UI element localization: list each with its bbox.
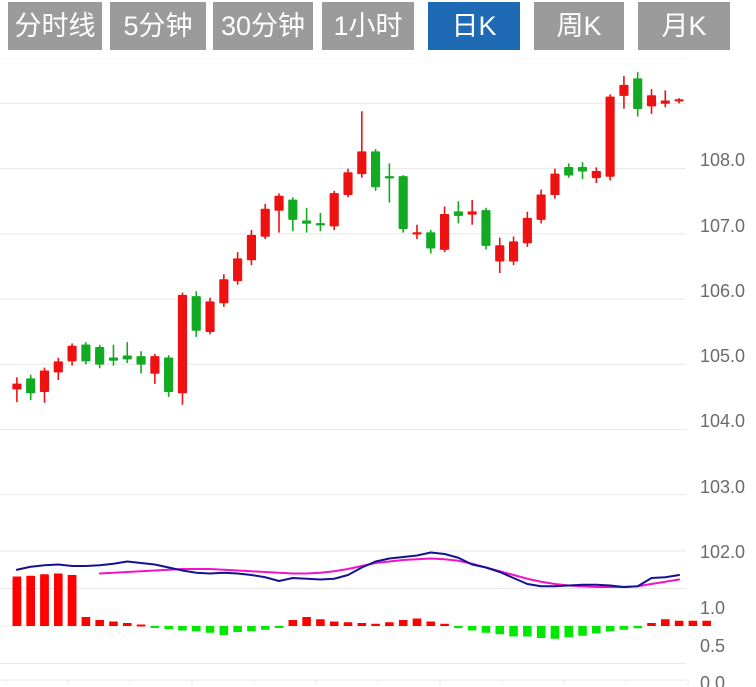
tab-0[interactable]: 分时线 [8,2,102,50]
tab-3[interactable]: 1小时 [322,2,414,50]
candlestick-series [12,72,684,405]
chart-canvas [0,58,711,685]
macd-axis-tick-label: 0.0 [700,673,726,687]
tab-6[interactable]: 月K [638,2,730,50]
timeframe-tabbar: 分时线 5分钟 30分钟 1小时 日K 周K 月K [0,0,756,58]
price-axis-tick-label: 102.0 [700,541,746,562]
price-axis-tick-label: 107.0 [700,215,746,236]
tab-2[interactable]: 30分钟 [213,2,313,50]
price-axis-tick-label: 104.0 [700,411,746,432]
price-axis-tick-label: 106.0 [700,280,746,301]
tab-label: 月K [661,10,707,41]
tab-label: 5分钟 [123,10,193,41]
price-axis-tick-label: 103.0 [700,476,746,497]
tab-label: 周K [556,10,602,41]
tab-label: 1小时 [333,10,403,41]
macd-axis-tick-label: 1.0 [700,598,726,618]
tab-label: 分时线 [14,10,96,41]
chart-area[interactable]: 108.0 107.0 106.0 105.0 104.0 103.0 102.0 1.0 0.… [0,58,756,687]
macd-axis-tick-label: 0.5 [700,635,726,656]
tab-label: 日K [451,10,497,41]
tab-5[interactable]: 周K [534,2,624,50]
price-axis-tick-label: 105.0 [700,346,746,367]
price-axis-tick-label: 108.0 [700,150,746,171]
axis-ticks [0,679,689,685]
macd-histogram [12,573,711,639]
tab-label: 30分钟 [220,10,306,41]
tab-1[interactable]: 5分钟 [110,2,206,50]
tab-4[interactable]: 日K [428,2,520,50]
macd-lines [15,551,681,588]
